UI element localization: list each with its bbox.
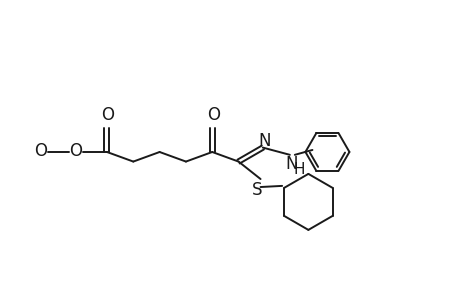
- Text: O: O: [206, 106, 219, 124]
- Text: O: O: [34, 142, 47, 160]
- Text: O: O: [69, 142, 82, 160]
- Text: H: H: [292, 162, 304, 177]
- Text: N: N: [258, 132, 270, 150]
- Text: O: O: [101, 106, 114, 124]
- Text: N: N: [285, 155, 297, 173]
- Text: S: S: [252, 181, 262, 199]
